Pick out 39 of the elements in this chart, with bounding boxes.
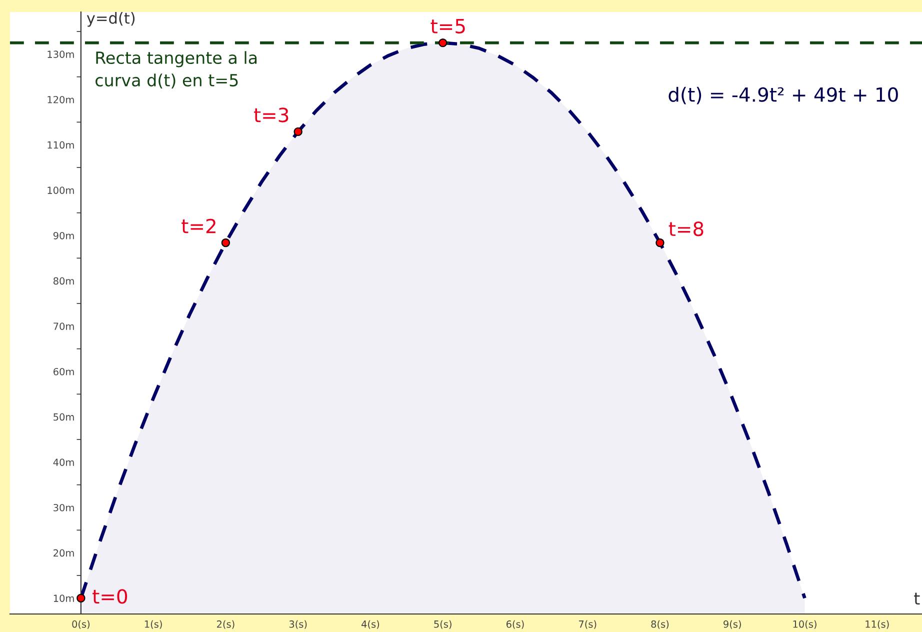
x-tick-label: 8(s) bbox=[651, 620, 669, 629]
x-tick-label: 6(s) bbox=[506, 620, 524, 629]
y-tick-label: 100m bbox=[48, 186, 74, 194]
y-tick-label: 70m bbox=[54, 322, 74, 330]
y-tick-label: 130m bbox=[48, 50, 74, 58]
point bbox=[438, 38, 448, 48]
x-tick-label: 9(s) bbox=[724, 620, 741, 629]
y-tick-label: 10m bbox=[54, 594, 74, 602]
y-tick-label: 60m bbox=[54, 368, 74, 376]
point bbox=[656, 238, 664, 248]
x-axis-title: t bbox=[914, 592, 920, 605]
x-tick-label: 1(s) bbox=[144, 620, 162, 629]
y-tick-label: 20m bbox=[54, 549, 74, 557]
y-tick-label: 50m bbox=[54, 413, 74, 421]
y-tick-label: 110m bbox=[48, 141, 74, 149]
annotation: t=3 bbox=[254, 108, 288, 122]
x-tick-label: 11(s) bbox=[866, 620, 889, 629]
x-tick-label: 7(s) bbox=[578, 620, 596, 629]
x-tick-label: 2(s) bbox=[216, 620, 234, 629]
y-tick-label: 90m bbox=[53, 232, 74, 240]
x-tick-label: 0(s) bbox=[72, 620, 90, 629]
annotation: t=5 bbox=[430, 19, 465, 34]
annotation: Recta tangente a la curva d(t) en t=5 bbox=[96, 51, 257, 88]
y-tick-label: 30m bbox=[54, 504, 74, 512]
point bbox=[294, 127, 302, 136]
x-tick-label: 4(s) bbox=[362, 620, 380, 629]
y-tick-label: 80m bbox=[54, 277, 74, 285]
annotation: d(t) = -4.9t² + 49t + 10 bbox=[668, 86, 898, 104]
x-tick-label: 3(s) bbox=[289, 620, 307, 629]
y-tick-label: 40m bbox=[53, 458, 74, 466]
point bbox=[221, 238, 230, 248]
annotation: t=2 bbox=[182, 218, 216, 234]
x-tick-label: 10(s) bbox=[793, 620, 816, 629]
annotation: t=0 bbox=[92, 589, 128, 604]
point bbox=[76, 594, 86, 602]
y-axis-title: y=d(t) bbox=[86, 12, 135, 27]
annotation: t=8 bbox=[668, 221, 704, 236]
x-tick-label: 5(s) bbox=[434, 620, 452, 629]
y-tick-label: 120m bbox=[48, 96, 74, 104]
